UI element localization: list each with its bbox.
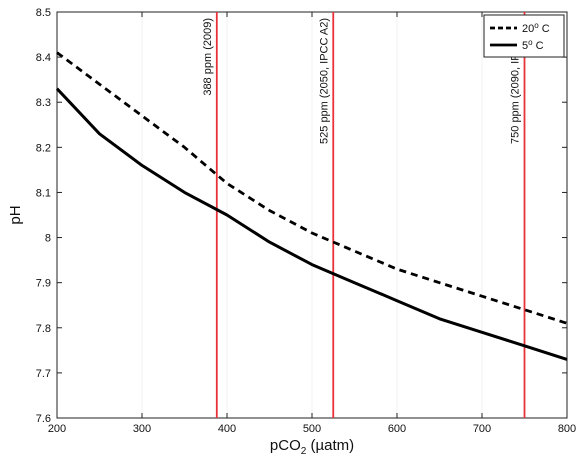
x-tick-label: 500: [303, 423, 321, 435]
x-tick-label: 700: [473, 423, 491, 435]
y-tick-label: 8.1: [36, 187, 51, 199]
axis-ticks: 200 300 400 500 600 700 800 7.6 7.7 7.8 7.9 8 8.1 8.2…: [36, 7, 576, 435]
y-tick-label: 7.7: [36, 368, 51, 380]
y-tick-label: 8.4: [36, 52, 51, 64]
x-tick-label: 600: [388, 423, 406, 435]
x-tick-label: 300: [133, 423, 151, 435]
reference-line-label: 388 ppm (2009): [202, 18, 214, 96]
legend: 20o C 5o C: [483, 14, 565, 58]
legend-box: [483, 14, 565, 58]
x-tick-label: 200: [48, 423, 66, 435]
grid-layer: [141, 12, 483, 418]
x-axis-label-unit: (µatm): [306, 437, 354, 454]
y-tick-label: 7.9: [36, 278, 51, 290]
y-tick-label: 8: [45, 233, 51, 245]
legend-label: 20o C: [522, 21, 550, 35]
y-tick-label: 7.6: [36, 413, 51, 425]
y-tick-label: 7.8: [36, 323, 51, 335]
x-axis-label: pCO2 (µatm): [270, 437, 354, 456]
x-axis-label-base: pCO: [270, 437, 301, 454]
reference-line-label: 525 ppm (2050, IPCC A2): [318, 18, 330, 144]
y-tick-label: 8.2: [36, 142, 51, 154]
legend-label: 5o C: [522, 38, 544, 52]
series-line-20c: [56, 51, 568, 325]
y-axis-label: pH: [7, 205, 24, 224]
x-tick-label: 400: [218, 423, 236, 435]
y-tick-label: 8.3: [36, 97, 51, 109]
y-tick-label: 8.5: [36, 7, 51, 19]
series-line-5c: [55, 87, 568, 361]
x-axis-label-subscript: 2: [301, 446, 307, 456]
series-lines: [55, 51, 568, 361]
x-tick-label: 800: [558, 423, 576, 435]
